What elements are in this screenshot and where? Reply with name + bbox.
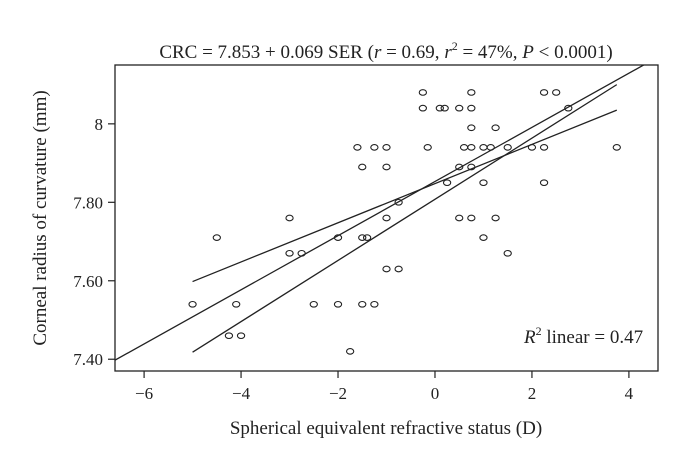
x-axis-title: Spherical equivalent refractive status (… [230,418,542,439]
y-tick-label: 8 [95,115,104,134]
data-point [394,265,403,273]
data-point [539,89,549,96]
data-point [394,198,403,206]
data-point [382,163,391,171]
data-point [442,179,452,187]
data-point [224,332,234,340]
data-point [382,265,391,273]
data-point [491,124,500,132]
data-point [467,144,476,151]
data-point [612,144,621,151]
y-axis: 7.40 7.60 7.80 8 [73,115,115,369]
data-point [459,144,469,151]
regression-line [115,65,645,361]
data-point [467,104,476,112]
x-tick-label: 2 [528,384,537,403]
y-tick-label: 7.80 [73,193,103,212]
data-point [370,144,379,151]
data-point [491,214,500,222]
data-point [564,104,573,112]
data-point [382,144,391,151]
data-point [479,234,488,241]
data-point [479,144,488,151]
x-axis: −6 −4 −2 0 2 4 [135,371,634,403]
data-point [467,214,476,222]
data-point [353,144,362,151]
fit-lines [115,65,645,361]
x-tick-label: −4 [232,384,251,403]
data-point [503,144,512,151]
data-point [358,163,367,171]
data-point [423,144,432,151]
data-point [232,300,241,308]
data-point [370,300,379,308]
data-point [440,104,449,112]
data-point [358,234,367,241]
data-point [418,104,428,112]
r2-annotation: R2 linear = 0.47 [523,324,643,348]
y-tick-label: 7.60 [73,272,103,291]
y-axis-title: Corneal radius of curvature (mm) [30,90,51,345]
data-point [188,300,197,308]
data-point [486,144,495,151]
x-tick-label: 4 [625,384,634,403]
data-point [539,144,549,151]
x-tick-label: −6 [135,384,153,403]
data-point [285,214,294,222]
data-point [552,89,561,96]
x-tick-label: 0 [431,384,440,403]
data-point [467,163,476,171]
data-point [435,104,444,112]
data-point [467,124,476,132]
data-point [212,234,221,241]
data-point [358,300,367,308]
data-point [333,300,343,308]
data-point [285,249,294,257]
data-point [333,234,343,241]
data-point [236,332,246,340]
data-point [527,144,537,151]
data-point [297,249,306,257]
data-point [503,249,512,257]
data-point [418,89,428,96]
data-point [539,179,549,187]
x-tick-label: −2 [329,384,347,403]
data-point [455,214,464,222]
data-point [467,89,476,96]
plot-frame [114,64,659,372]
y-tick-label: 7.40 [73,350,103,369]
data-point [455,163,464,171]
data-point [309,300,318,308]
data-point [479,179,488,187]
data-points [188,89,621,355]
confidence-band-upper [192,109,618,283]
data-point [345,348,355,355]
chart-title: CRC = 7.853 + 0.069 SER (r = 0.69, r2 = … [159,39,612,63]
data-point [382,214,391,222]
data-point [455,104,464,112]
confidence-band-lower [192,84,618,353]
data-point [362,234,372,241]
